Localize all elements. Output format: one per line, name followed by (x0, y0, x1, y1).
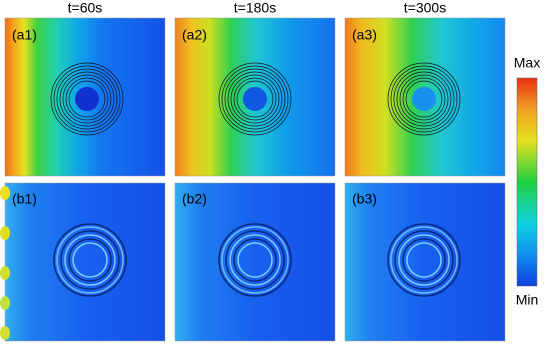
column-title: t=60s (68, 0, 103, 16)
panel-a3: (a3) (344, 17, 506, 177)
panel-label: (a2) (182, 27, 207, 43)
panel-b3: (b3) (344, 182, 506, 342)
column-titles: t=60s t=180s t=300s (68, 0, 447, 16)
column-title: t=180s (234, 0, 276, 16)
panel-a2: (a2) (174, 17, 336, 177)
column-title: t=300s (404, 0, 446, 16)
panel-label: (b3) (352, 191, 377, 207)
panel-label: (b1) (12, 191, 37, 207)
panel-label: (a3) (352, 27, 377, 43)
panel-b2: (b2) (174, 182, 336, 342)
colorbar: Max Min (514, 55, 540, 308)
panel-label: (a1) (12, 27, 37, 43)
panel-label: (b2) (182, 191, 207, 207)
panel-a1: (a1) (4, 17, 166, 177)
panel-b1: (b1) (0, 182, 166, 342)
colorbar-min: Min (516, 292, 539, 308)
colorbar-max: Max (514, 55, 540, 71)
